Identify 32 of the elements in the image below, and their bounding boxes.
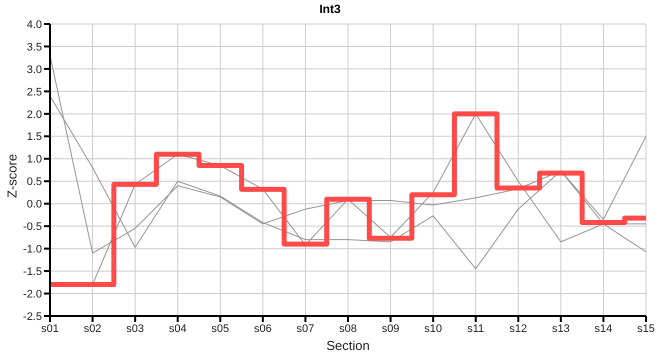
x-tick-label: s12 — [509, 322, 528, 335]
x-tick-label: s15 — [637, 322, 655, 335]
x-tick-label: s01 — [41, 322, 59, 335]
y-tick-label: 3.0 — [26, 64, 42, 76]
x-tick-label: s10 — [424, 322, 442, 335]
x-axis-title: Section — [326, 338, 370, 353]
x-tick-label: s08 — [339, 322, 357, 335]
y-tick-label: -2.0 — [23, 288, 42, 300]
x-tick-label: s04 — [168, 322, 187, 335]
y-axis-title: Z-score — [4, 154, 20, 198]
y-tick-label: 2.5 — [26, 86, 42, 98]
y-tick-label: -1.0 — [23, 244, 42, 256]
y-tick-label: -1.5 — [23, 266, 42, 278]
x-tick-label: s05 — [211, 322, 230, 335]
y-tick-label: 2.0 — [26, 108, 42, 121]
x-tick-label: s03 — [126, 322, 144, 335]
x-tick-label: s07 — [296, 322, 314, 335]
y-tick-label: -0.5 — [23, 221, 42, 234]
y-tick-label: 4.0 — [26, 18, 42, 31]
x-tick-label: s13 — [552, 322, 570, 335]
y-tick-label: 1.5 — [26, 131, 42, 144]
y-tick-label: 1.0 — [26, 154, 42, 166]
y-tick-label: 0.0 — [26, 198, 42, 211]
y-tick-label: 3.5 — [26, 41, 42, 54]
x-tick-label: s06 — [254, 322, 272, 335]
x-tick-label: s14 — [594, 322, 612, 335]
y-tick-label: 0.5 — [26, 176, 42, 188]
chart-title: Int3 — [318, 2, 342, 16]
x-tick-label: s11 — [467, 322, 484, 335]
x-tick-label: s02 — [84, 322, 102, 335]
y-tick-label: -2.5 — [23, 310, 42, 323]
x-tick-label: s09 — [382, 322, 400, 335]
